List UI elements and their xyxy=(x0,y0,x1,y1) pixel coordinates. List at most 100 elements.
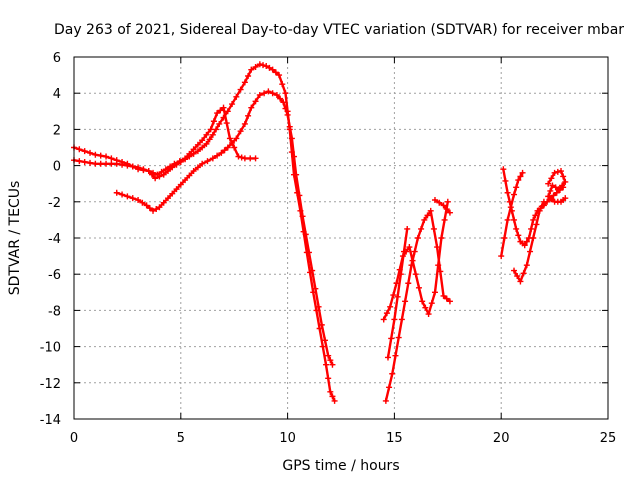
data-point-marker xyxy=(384,354,391,361)
data-point-marker xyxy=(441,216,448,223)
y-tick-label: -8 xyxy=(48,304,61,319)
data-point-marker xyxy=(291,153,298,160)
data-point-marker xyxy=(203,131,210,138)
data-point-marker xyxy=(218,149,225,156)
data-point-marker xyxy=(527,248,534,255)
data-point-marker xyxy=(325,352,332,359)
data-point-marker xyxy=(224,108,231,115)
data-point-marker xyxy=(113,189,120,196)
data-point-marker xyxy=(411,248,418,255)
data-point-marker xyxy=(87,149,94,156)
series-group xyxy=(71,61,569,404)
data-point-marker xyxy=(309,267,316,274)
data-point-marker xyxy=(277,95,284,102)
data-point-marker xyxy=(247,155,254,162)
data-point-marker xyxy=(97,160,104,167)
data-point-marker xyxy=(269,90,276,97)
data-point-marker xyxy=(169,164,176,171)
data-point-marker xyxy=(299,213,306,220)
data-point-marker xyxy=(140,166,147,173)
data-point-marker xyxy=(153,206,160,213)
data-point-marker xyxy=(266,64,273,71)
data-point-marker xyxy=(146,205,153,212)
data-point-marker xyxy=(552,184,559,191)
data-point-marker xyxy=(252,98,259,105)
data-point-marker xyxy=(256,61,263,68)
data-point-marker xyxy=(412,271,419,278)
data-point-marker xyxy=(388,335,395,342)
data-point-marker xyxy=(515,232,522,239)
data-point-marker xyxy=(194,164,201,171)
data-point-marker xyxy=(405,280,412,287)
data-point-marker xyxy=(209,131,216,138)
data-point-marker xyxy=(536,207,543,214)
y-tick-label: 6 xyxy=(53,51,61,66)
data-point-marker xyxy=(559,182,566,189)
data-point-marker xyxy=(387,303,394,310)
data-point-marker xyxy=(263,63,270,70)
y-tick-label: -2 xyxy=(48,196,61,211)
data-point-marker xyxy=(555,186,562,193)
data-point-marker xyxy=(414,235,421,241)
data-point-marker xyxy=(229,139,236,146)
data-point-marker xyxy=(124,193,131,200)
data-point-marker xyxy=(331,397,338,404)
data-point-marker xyxy=(395,334,402,341)
data-point-marker xyxy=(245,112,252,119)
data-point-marker xyxy=(207,126,214,133)
data-point-marker xyxy=(517,278,524,285)
data-point-marker xyxy=(241,155,248,162)
data-point-marker xyxy=(261,90,268,97)
data-point-marker xyxy=(551,169,558,176)
data-point-marker xyxy=(160,199,167,206)
x-tick-label: 0 xyxy=(70,431,78,446)
data-point-marker xyxy=(217,107,224,114)
data-point-marker xyxy=(177,158,184,165)
data-point-marker xyxy=(437,268,444,275)
data-point-marker xyxy=(513,184,520,191)
y-tick-label: -4 xyxy=(48,232,61,247)
data-point-marker xyxy=(386,384,393,391)
data-point-marker xyxy=(206,136,213,143)
data-point-marker xyxy=(394,293,401,300)
data-point-marker xyxy=(550,192,557,199)
chart-title: Day 263 of 2021, Sidereal Day-to-day VTE… xyxy=(54,22,624,38)
data-point-marker xyxy=(223,120,230,127)
data-point-marker xyxy=(327,388,334,395)
data-point-marker xyxy=(431,289,438,296)
data-point-marker xyxy=(329,393,336,400)
data-point-marker xyxy=(504,189,511,196)
y-tick-label: -6 xyxy=(48,268,61,283)
data-point-marker xyxy=(548,175,555,182)
data-point-marker xyxy=(431,196,438,203)
data-point-marker xyxy=(194,148,201,155)
data-point-marker xyxy=(143,202,150,209)
data-point-marker xyxy=(513,225,520,232)
data-point-marker xyxy=(156,173,163,180)
data-point-marker xyxy=(237,86,244,93)
data-point-marker xyxy=(135,196,142,203)
data-point-marker xyxy=(424,212,431,219)
data-point-marker xyxy=(392,352,399,359)
grid-lines xyxy=(74,57,608,419)
data-point-marker xyxy=(419,298,426,305)
data-point-marker xyxy=(446,298,453,305)
data-point-marker xyxy=(302,231,309,238)
data-point-marker xyxy=(210,118,217,125)
data-point-marker xyxy=(404,225,411,232)
data-point-marker xyxy=(220,114,227,121)
data-point-marker xyxy=(150,207,157,214)
data-point-marker xyxy=(204,158,211,165)
data-point-marker xyxy=(502,177,509,184)
data-point-marker xyxy=(220,104,227,111)
data-point-marker xyxy=(214,110,221,117)
data-point-marker xyxy=(293,171,300,178)
data-point-marker xyxy=(129,163,136,170)
data-point-marker xyxy=(190,150,197,157)
data-point-marker xyxy=(237,128,244,135)
data-point-marker xyxy=(444,198,451,205)
data-point-marker xyxy=(108,155,115,162)
data-point-marker xyxy=(214,152,221,159)
data-point-marker xyxy=(282,105,289,112)
